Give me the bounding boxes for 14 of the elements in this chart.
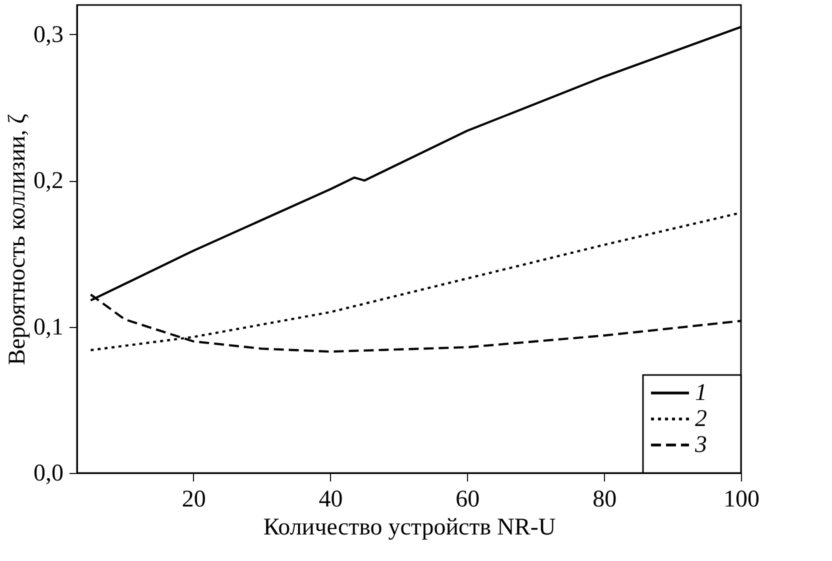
y-axis-title: Вероятность коллизии, ζ <box>4 114 30 366</box>
x-tick-label: 100 <box>724 486 760 512</box>
y-tick-label: 0,3 <box>34 22 64 48</box>
y-tick-label: 0,2 <box>34 168 64 194</box>
legend-label: 3 <box>694 432 707 458</box>
y-tick-label: 0,1 <box>34 314 64 340</box>
x-tick-label: 80 <box>592 486 617 512</box>
x-tick-label: 20 <box>182 486 206 512</box>
x-axis-title: Количество устройств NR-U <box>263 514 556 540</box>
legend-label: 1 <box>695 380 707 406</box>
x-tick-label: 40 <box>318 486 343 512</box>
legend-label: 2 <box>695 406 707 432</box>
y-tick-label: 0,0 <box>34 460 64 486</box>
x-tick-label: 60 <box>456 486 480 512</box>
